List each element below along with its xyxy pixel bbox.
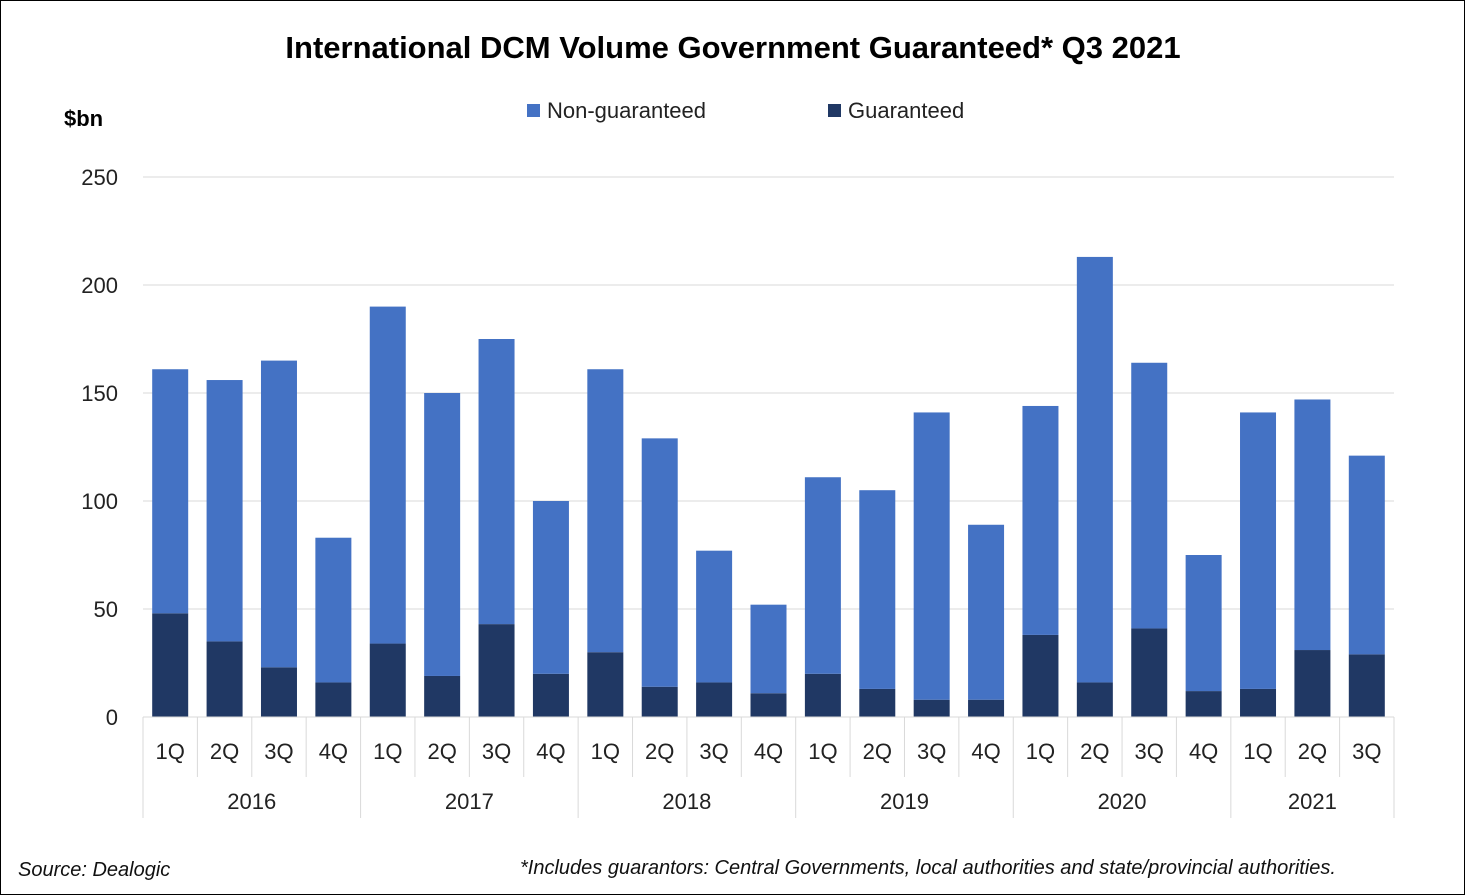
bar-guaranteed [315, 682, 352, 717]
source-note: Source: Dealogic [18, 859, 170, 881]
bar-guaranteed [206, 641, 243, 717]
y-axis-ticks: 0 50 100 150 200 250 [81, 165, 118, 730]
chart-title: International DCM Volume Government Guar… [285, 30, 1180, 65]
bar-guaranteed [1076, 682, 1113, 717]
bar-non-guaranteed [913, 412, 950, 700]
y-tick-label: 150 [81, 381, 118, 406]
bar-guaranteed [1131, 628, 1168, 717]
bar-non-guaranteed [641, 438, 678, 687]
bar-non-guaranteed [424, 393, 461, 676]
bar-guaranteed [1185, 691, 1222, 717]
legend: Non-guaranteed Guaranteed [527, 98, 964, 123]
x-tick-label-quarter: 3Q [917, 739, 946, 764]
bar-guaranteed [913, 699, 950, 717]
x-tick-label-quarter: 1Q [156, 739, 185, 764]
x-tick-label-year: 2020 [1098, 789, 1147, 814]
footnote: *Includes guarantors: Central Government… [520, 857, 1336, 879]
x-tick-label-quarter: 3Q [699, 739, 728, 764]
bar-non-guaranteed [532, 501, 569, 674]
x-tick-label-year: 2017 [445, 789, 494, 814]
x-tick-label-year: 2016 [227, 789, 276, 814]
x-tick-label-quarter: 2Q [1298, 739, 1327, 764]
x-tick-label-quarter: 3Q [1135, 739, 1164, 764]
legend-label-non-guaranteed: Non-guaranteed [547, 98, 706, 123]
bar-guaranteed [587, 652, 624, 717]
x-tick-label-quarter: 4Q [1189, 739, 1218, 764]
x-tick-label-quarter: 4Q [536, 739, 565, 764]
bar-non-guaranteed [152, 369, 189, 614]
x-tick-label-quarter: 1Q [1026, 739, 1055, 764]
bar-non-guaranteed [1348, 455, 1385, 655]
gridlines [143, 176, 1394, 610]
x-tick-label-year: 2018 [662, 789, 711, 814]
bar-guaranteed [968, 699, 1005, 717]
bar-non-guaranteed [1185, 555, 1222, 692]
x-tick-label-quarter: 3Q [1352, 739, 1381, 764]
x-tick-label-year: 2019 [880, 789, 929, 814]
bar-guaranteed [859, 688, 896, 717]
bar-non-guaranteed [478, 339, 515, 625]
bar-guaranteed [424, 675, 461, 717]
x-tick-label-quarter: 3Q [264, 739, 293, 764]
bar-non-guaranteed [1240, 412, 1277, 689]
bar-guaranteed [1240, 688, 1277, 717]
x-tick-label-quarter: 1Q [1243, 739, 1272, 764]
x-tick-label-quarter: 1Q [808, 739, 837, 764]
bar-non-guaranteed [696, 550, 733, 683]
x-tick-label-quarter: 2Q [1080, 739, 1109, 764]
x-tick-label-quarter: 1Q [373, 739, 402, 764]
x-tick-label-quarter: 4Q [319, 739, 348, 764]
bar-non-guaranteed [859, 490, 896, 689]
x-axis: 1Q 2Q 3Q 4Q 1Q 2Q 3Q 4Q 1Q 2Q 3Q 4Q 1Q 2Q 3Q 4Q 1Q 2Q 3Q 4Q… [142, 716, 1395, 818]
bar-guaranteed [260, 667, 297, 717]
bar-guaranteed [369, 643, 406, 717]
bar-non-guaranteed [750, 604, 787, 694]
y-tick-label: 0 [106, 705, 118, 730]
bar-guaranteed [1022, 634, 1059, 717]
bar-guaranteed [750, 693, 787, 717]
bar-guaranteed [641, 686, 678, 717]
bar-non-guaranteed [1131, 362, 1168, 629]
bar-non-guaranteed [260, 360, 297, 668]
y-axis-unit-label: $bn [64, 106, 103, 131]
bar-guaranteed [532, 673, 569, 717]
y-tick-label: 200 [81, 273, 118, 298]
bar-guaranteed [1348, 654, 1385, 717]
x-tick-label-quarter: 4Q [971, 739, 1000, 764]
x-tick-label-year: 2021 [1288, 789, 1337, 814]
x-tick-label-quarter: 2Q [210, 739, 239, 764]
bar-non-guaranteed [1294, 399, 1331, 651]
bar-guaranteed [152, 613, 189, 717]
legend-label-guaranteed: Guaranteed [848, 98, 964, 123]
legend-swatch-guaranteed [828, 104, 841, 117]
x-tick-label-quarter: 2Q [427, 739, 456, 764]
x-tick-label-quarter: 4Q [754, 739, 783, 764]
x-tick-label-quarter: 1Q [591, 739, 620, 764]
bar-guaranteed [478, 624, 515, 717]
bar-non-guaranteed [968, 524, 1005, 700]
y-tick-label: 50 [94, 597, 118, 622]
bar-guaranteed [1294, 650, 1331, 717]
bar-non-guaranteed [587, 369, 624, 653]
bar-guaranteed [696, 682, 733, 717]
bars [152, 256, 1385, 717]
bar-non-guaranteed [1076, 256, 1113, 683]
legend-swatch-non-guaranteed [527, 104, 540, 117]
bar-non-guaranteed [369, 306, 406, 644]
x-tick-label-quarter: 2Q [645, 739, 674, 764]
bar-non-guaranteed [804, 477, 841, 674]
y-tick-label: 250 [81, 165, 118, 190]
bar-non-guaranteed [315, 537, 352, 683]
bar-non-guaranteed [206, 380, 243, 642]
x-tick-label-quarter: 3Q [482, 739, 511, 764]
x-tick-label-quarter: 2Q [863, 739, 892, 764]
bar-guaranteed [804, 673, 841, 717]
bar-non-guaranteed [1022, 405, 1059, 635]
y-tick-label: 100 [81, 489, 118, 514]
